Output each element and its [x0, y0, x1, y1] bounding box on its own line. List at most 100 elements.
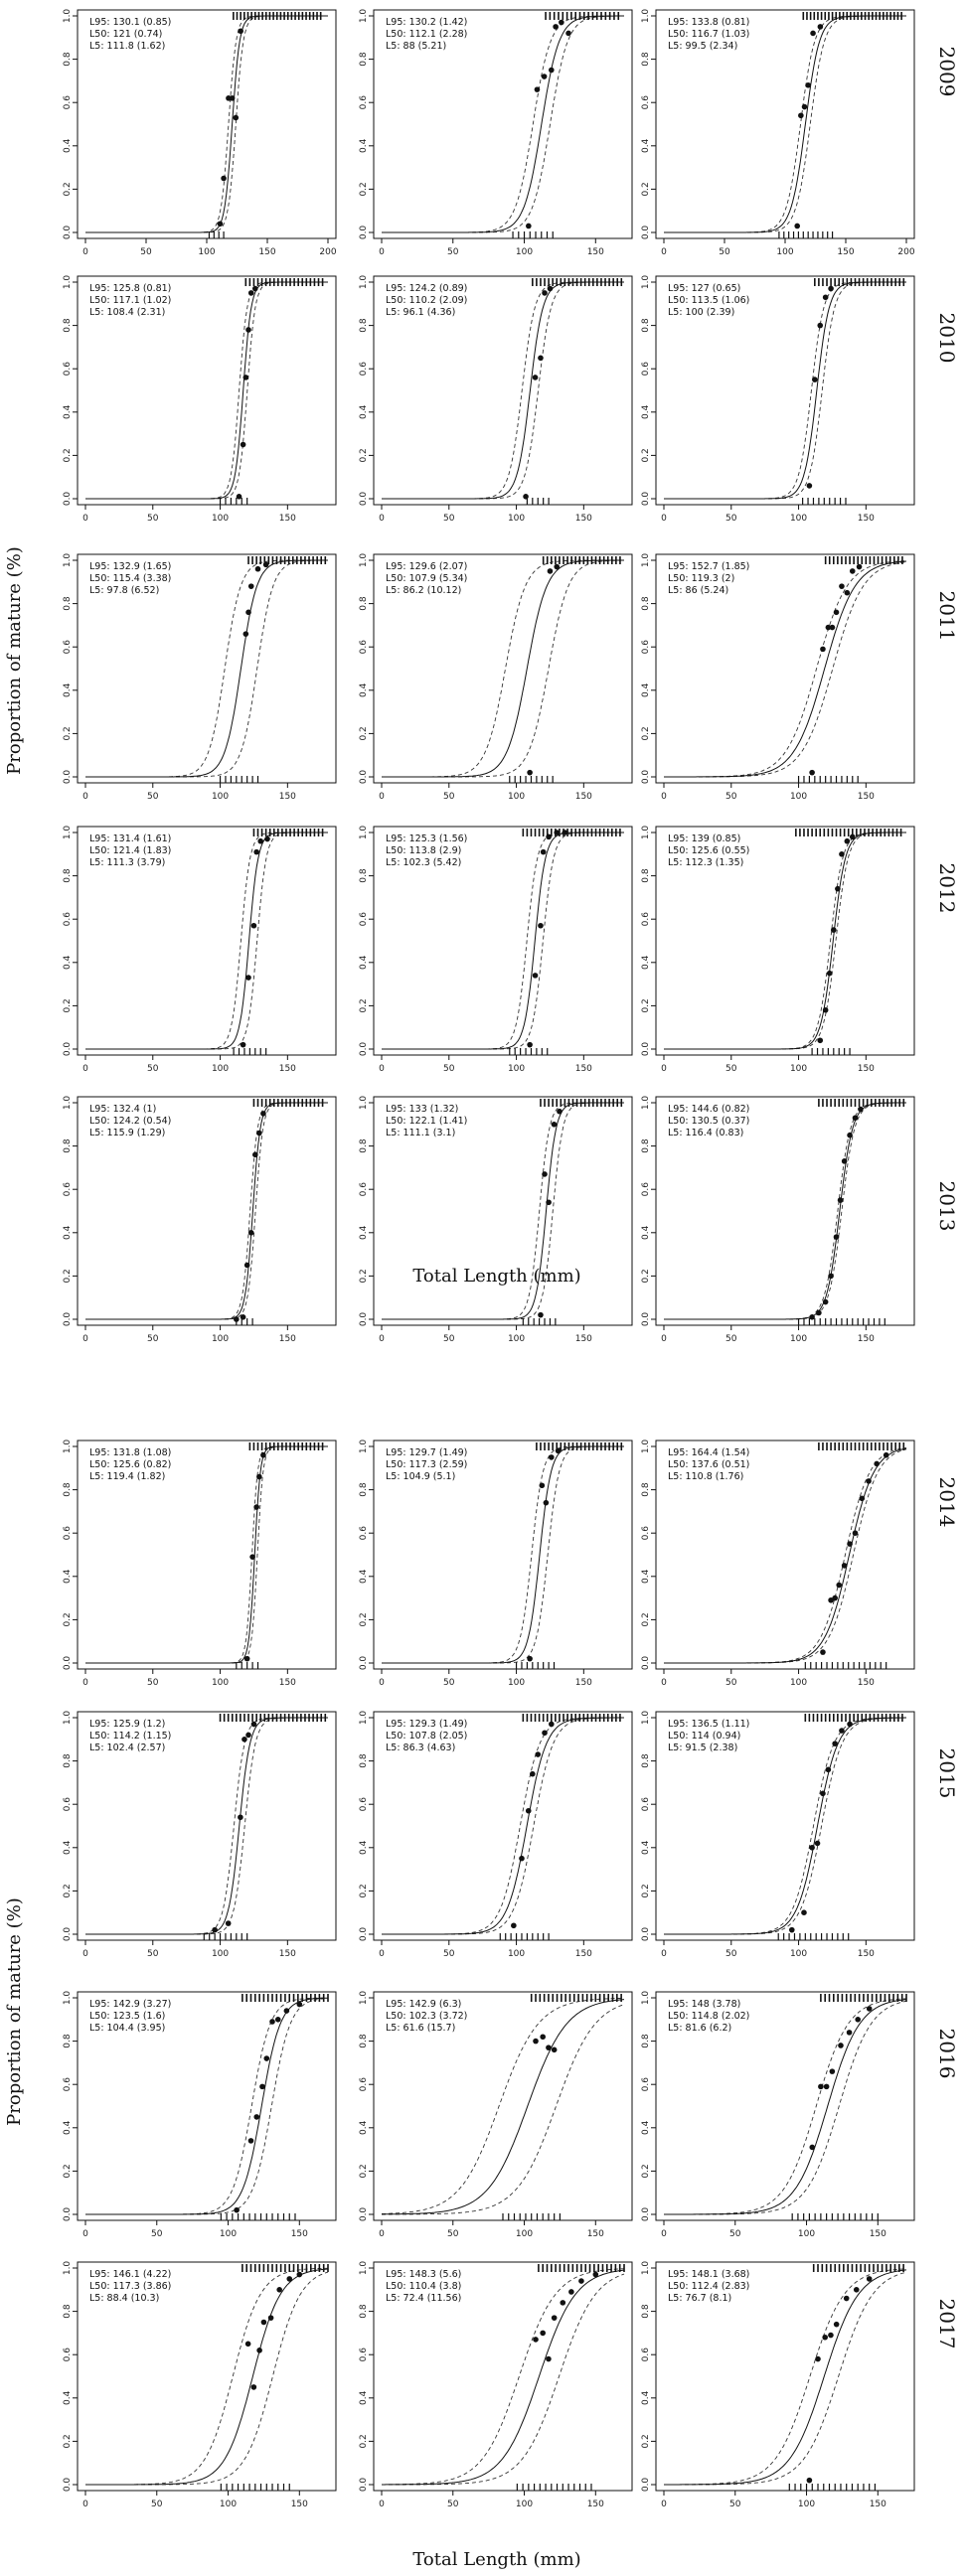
length-at-maturity-annotation: L5: 88 (5.21)	[386, 41, 446, 52]
data-point	[254, 565, 261, 572]
chart-panel-2016-1: 0 50 100 150 0.0 0.2 0.4 0.6 0.8 1.0 L95: 142.9 (3…	[63, 1991, 337, 2239]
y-tick-label: 0.8	[63, 596, 73, 611]
data-point	[809, 1845, 815, 1851]
y-tick-label: 0.0	[359, 226, 369, 240]
data-point	[810, 30, 816, 37]
upper-ci-curve	[664, 561, 907, 778]
x-tick-label: 100	[798, 2229, 815, 2239]
x-tick-label: 100	[198, 247, 215, 257]
data-point	[829, 624, 836, 631]
y-tick-label: 0.8	[641, 2304, 651, 2319]
x-tick-label: 150	[858, 792, 875, 802]
chart-panel-2017-1: 0 50 100 150 0.0 0.2 0.4 0.6 0.8 1.0 L95: 146.1 (4…	[63, 2261, 337, 2509]
data-point	[839, 1728, 845, 1734]
year-label-2010: 2010	[935, 313, 959, 364]
data-point	[841, 1158, 848, 1164]
data-point	[296, 2001, 303, 2008]
y-tick-label: 1.0	[641, 1440, 651, 1454]
x-tick-label: 50	[147, 1334, 159, 1344]
upper-ci-curve	[664, 2000, 907, 2215]
length-at-maturity-annotation: L95: 148.3 (5.6)	[386, 2269, 461, 2280]
length-at-maturity-annotation: L95: 124.2 (0.89)	[386, 283, 467, 294]
data-point	[240, 1314, 246, 1320]
y-tick-label: 0.8	[641, 52, 651, 67]
data-point	[251, 285, 258, 292]
data-point	[238, 1814, 243, 1821]
length-at-maturity-annotation: L50: 125.6 (0.82)	[89, 1459, 171, 1470]
data-point	[866, 1478, 872, 1484]
y-tick-label: 0.4	[641, 1569, 651, 1584]
data-point	[833, 1234, 840, 1240]
data-point	[534, 86, 541, 92]
data-point	[539, 1482, 546, 1489]
x-tick-label: 0	[82, 1949, 88, 1959]
length-at-maturity-annotation: L95: 125.9 (1.2)	[89, 1719, 165, 1730]
data-point	[852, 1530, 859, 1536]
plot-frame	[77, 275, 337, 506]
data-point	[260, 1111, 266, 1117]
data-point	[801, 1909, 807, 1915]
data-point	[555, 1447, 562, 1454]
x-tick-label: 50	[443, 1334, 455, 1344]
data-point	[540, 848, 547, 855]
data-point	[553, 24, 559, 30]
y-tick-label: 0.0	[641, 2478, 651, 2493]
y-tick-label: 0.2	[641, 1884, 651, 1897]
y-tick-label: 0.0	[359, 1927, 369, 1942]
data-point	[242, 1737, 247, 1743]
upper-ci-curve	[382, 559, 624, 778]
data-point	[592, 2271, 599, 2278]
x-tick-label: 50	[725, 1678, 737, 1688]
data-point	[837, 1197, 844, 1203]
y-tick-label: 0.2	[359, 1884, 369, 1897]
length-at-maturity-annotation: L95: 148.1 (3.68)	[668, 2269, 749, 2280]
length-at-maturity-annotation: L5: 100 (2.39)	[668, 307, 734, 318]
chart-panel-2010-2: 0 50 100 150 0.0 0.2 0.4 0.6 0.8 1.0 L95: 124.2 (0…	[359, 275, 633, 524]
data-point	[527, 769, 533, 776]
data-point	[825, 624, 832, 631]
data-point	[263, 2055, 270, 2061]
data-point	[549, 1721, 555, 1728]
length-at-maturity-annotation: L50: 117.1 (1.02)	[89, 295, 171, 306]
data-point	[847, 1132, 853, 1138]
y-tick-label: 0.2	[641, 448, 651, 462]
y-tick-label: 0.8	[63, 1482, 73, 1497]
length-at-maturity-annotation: L95: 144.6 (0.82)	[668, 1104, 749, 1115]
data-point	[243, 1655, 250, 1662]
chart-panel-2009-3: 0 50 100 150 200 0.0 0.2 0.4 0.6 0.8 1.0 L95: 133.8…	[641, 9, 915, 257]
data-point	[826, 970, 833, 977]
fitted-ogive-curve	[85, 2268, 329, 2486]
y-tick-label: 1.0	[359, 553, 369, 568]
length-at-maturity-annotation: L50: 130.5 (0.37)	[668, 1116, 749, 1127]
x-tick-label: 100	[798, 2500, 815, 2509]
x-tick-label: 150	[575, 1334, 592, 1344]
y-tick-label: 0.6	[641, 912, 651, 927]
plot-frame	[77, 553, 337, 784]
data-point	[809, 1314, 815, 1320]
fitted-ogive-curve	[382, 281, 624, 500]
y-tick-label: 1.0	[359, 1440, 369, 1454]
length-at-maturity-annotation: L50: 119.3 (2)	[668, 573, 734, 584]
y-tick-label: 0.6	[63, 1797, 73, 1812]
data-point	[245, 327, 251, 333]
data-point	[866, 2276, 873, 2282]
y-tick-label: 0.6	[359, 1526, 369, 1541]
y-tick-label: 0.4	[641, 404, 651, 419]
y-tick-label: 0.6	[641, 1797, 651, 1812]
data-point	[809, 769, 815, 776]
x-tick-label: 100	[790, 1678, 807, 1688]
data-point	[833, 609, 840, 616]
length-at-maturity-annotation: L95: 148 (3.78)	[668, 1999, 740, 2010]
length-at-maturity-annotation: L5: 102.3 (5.42)	[386, 857, 461, 868]
x-tick-label: 50	[725, 792, 737, 802]
y-tick-label: 0.6	[63, 912, 73, 927]
data-point	[844, 837, 851, 844]
x-tick-label: 50	[147, 1949, 159, 1959]
data-point	[841, 1563, 848, 1569]
y-tick-label: 0.8	[359, 596, 369, 611]
y-tick-label: 0.2	[63, 1884, 73, 1897]
data-point	[817, 322, 824, 329]
plot-frame	[655, 2261, 915, 2492]
length-at-maturity-annotation: L5: 97.8 (6.52)	[89, 585, 159, 596]
data-point	[245, 1732, 251, 1739]
